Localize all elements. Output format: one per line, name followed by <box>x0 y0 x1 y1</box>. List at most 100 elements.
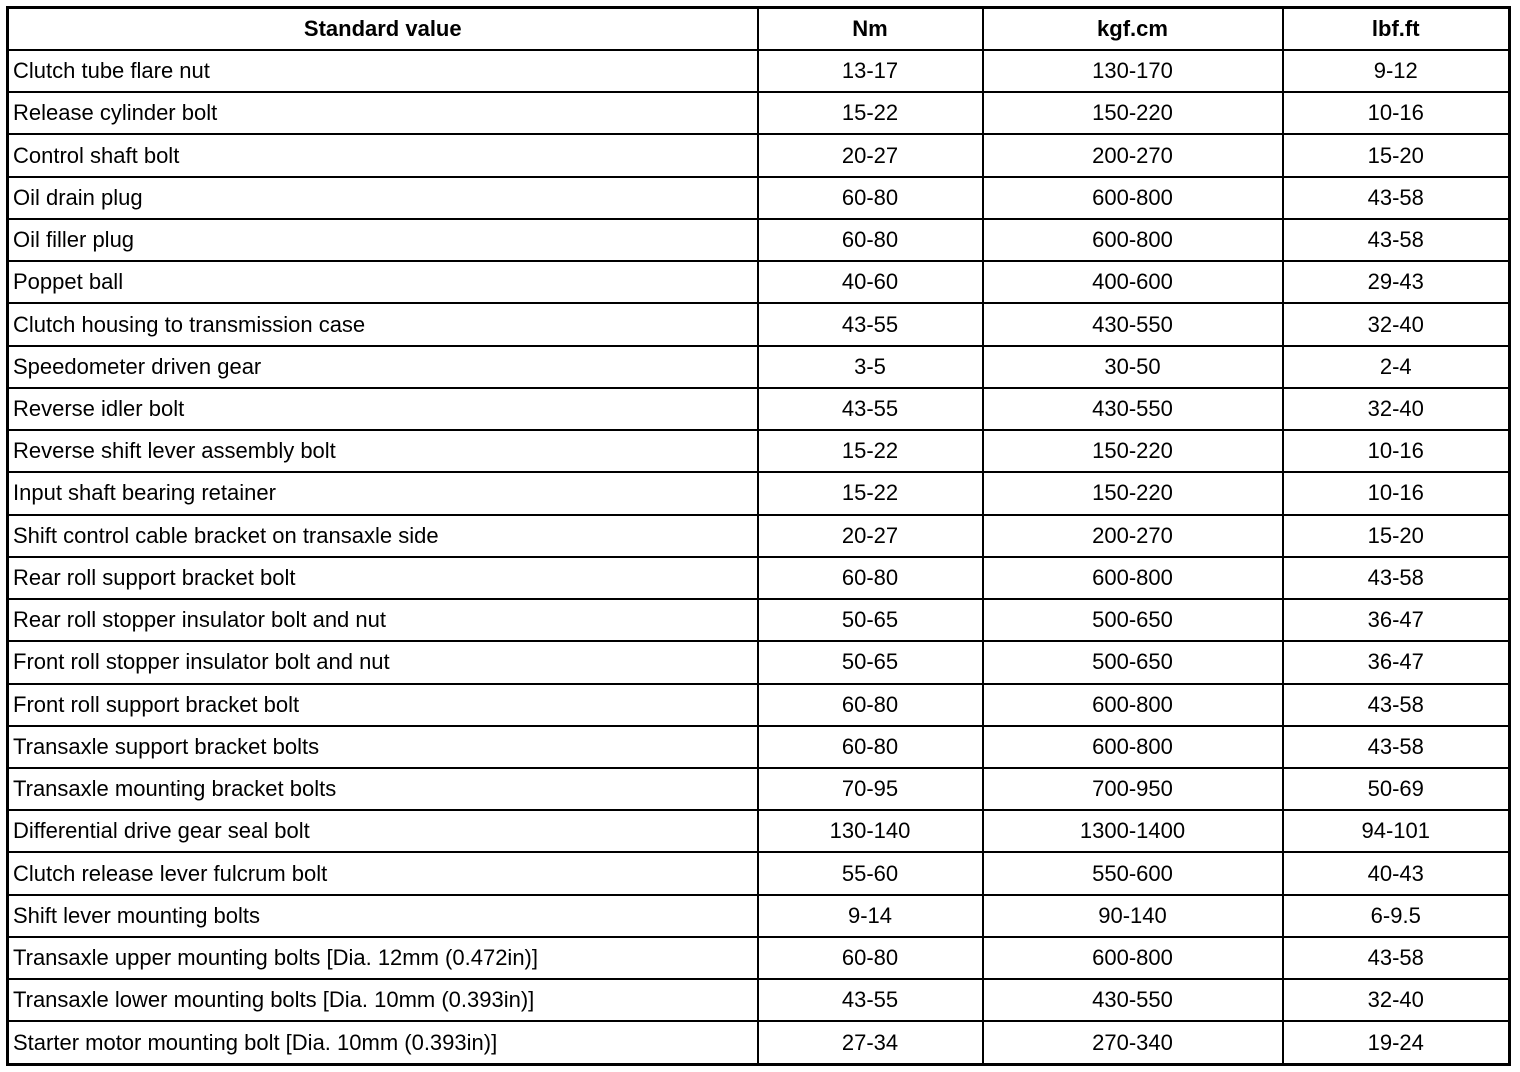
table-row: Differential drive gear seal bolt 130-140… <box>6 809 1511 854</box>
value-cell: 60-80 <box>756 175 984 220</box>
value-cell: 43-58 <box>1281 217 1511 263</box>
item-cell: Control shaft bolt <box>6 133 759 178</box>
value-cell: 150-220 <box>981 471 1284 516</box>
value-cell: 50-65 <box>756 640 984 685</box>
value-cell: 550-600 <box>981 851 1284 896</box>
table-row: Rear roll support bracket bolt 60-80 600-8… <box>6 555 1511 601</box>
item-cell: Oil drain plug <box>6 175 759 220</box>
value-cell: 10-16 <box>1281 429 1511 474</box>
table-row: Control shaft bolt 20-27 200-270 15-20 <box>6 133 1511 178</box>
value-cell: 13-17 <box>756 48 984 94</box>
value-cell: 20-27 <box>756 133 984 178</box>
table-row: Reverse shift lever assembly bolt 15-22 15… <box>6 429 1511 474</box>
item-cell: Poppet ball <box>6 260 759 305</box>
value-cell: 43-58 <box>1281 555 1511 601</box>
table-row: Transaxle mounting bracket bolts 70-95 700… <box>6 766 1511 812</box>
item-cell: Reverse shift lever assembly bolt <box>6 429 759 474</box>
item-cell: Transaxle lower mounting bolts [Dia. 10m… <box>6 978 759 1023</box>
item-cell: Rear roll support bracket bolt <box>6 555 759 601</box>
item-cell: Input shaft bearing retainer <box>6 471 759 516</box>
value-cell: 600-800 <box>981 935 1284 981</box>
value-cell: 43-55 <box>756 302 984 347</box>
table-row: Shift lever mounting bolts 9-14 90-140 6-9.… <box>6 893 1511 938</box>
value-cell: 15-22 <box>756 91 984 136</box>
value-cell: 600-800 <box>981 724 1284 769</box>
value-cell: 43-58 <box>1281 175 1511 220</box>
table-body: Clutch tube flare nut 13-17 130-170 9-12 Rel… <box>6 48 1511 1066</box>
value-cell: 94-101 <box>1281 809 1511 854</box>
value-cell: 43-55 <box>756 978 984 1023</box>
value-cell: 2-4 <box>1281 344 1511 389</box>
item-cell: Shift lever mounting bolts <box>6 893 759 938</box>
value-cell: 500-650 <box>981 598 1284 643</box>
value-cell: 9-14 <box>756 893 984 938</box>
value-cell: 10-16 <box>1281 91 1511 136</box>
value-cell: 600-800 <box>981 175 1284 220</box>
item-cell: Differential drive gear seal bolt <box>6 809 759 854</box>
value-cell: 20-27 <box>756 513 984 558</box>
value-cell: 150-220 <box>981 91 1284 136</box>
item-cell: Shift control cable bracket on transaxle… <box>6 513 759 558</box>
table-row: Clutch release lever fulcrum bolt 55-60 55… <box>6 851 1511 896</box>
value-cell: 27-34 <box>756 1020 984 1066</box>
value-cell: 36-47 <box>1281 598 1511 643</box>
table-row: Starter motor mounting bolt [Dia. 10mm (… <box>6 1020 1511 1066</box>
value-cell: 60-80 <box>756 682 984 727</box>
table-row: Rear roll stopper insulator bolt and nut… <box>6 598 1511 643</box>
item-cell: Transaxle upper mounting bolts [Dia. 12m… <box>6 935 759 981</box>
value-cell: 50-69 <box>1281 766 1511 812</box>
value-cell: 600-800 <box>981 217 1284 263</box>
value-cell: 6-9.5 <box>1281 893 1511 938</box>
value-cell: 43-58 <box>1281 935 1511 981</box>
table-row: Front roll support bracket bolt 60-80 600-… <box>6 682 1511 727</box>
value-cell: 600-800 <box>981 555 1284 601</box>
header-cell: kgf.cm <box>981 6 1284 51</box>
value-cell: 29-43 <box>1281 260 1511 305</box>
value-cell: 30-50 <box>981 344 1284 389</box>
value-cell: 43-58 <box>1281 682 1511 727</box>
table-row: Clutch tube flare nut 13-17 130-170 9-12 <box>6 48 1511 94</box>
item-cell: Oil filler plug <box>6 217 759 263</box>
item-cell: Release cylinder bolt <box>6 91 759 136</box>
value-cell: 32-40 <box>1281 386 1511 432</box>
value-cell: 400-600 <box>981 260 1284 305</box>
value-cell: 70-95 <box>756 766 984 812</box>
table-row: Transaxle support bracket bolts 60-80 600-… <box>6 724 1511 769</box>
table-row: Oil drain plug 60-80 600-800 43-58 <box>6 175 1511 220</box>
value-cell: 40-43 <box>1281 851 1511 896</box>
table-row: Shift control cable bracket on transaxle… <box>6 513 1511 558</box>
header-cell: lbf.ft <box>1281 6 1511 51</box>
header-row: Standard value Nm kgf.cm lbf.ft <box>6 6 1511 51</box>
value-cell: 10-16 <box>1281 471 1511 516</box>
value-cell: 130-170 <box>981 48 1284 94</box>
value-cell: 200-270 <box>981 513 1284 558</box>
value-cell: 15-20 <box>1281 133 1511 178</box>
value-cell: 130-140 <box>756 809 984 854</box>
table-row: Poppet ball 40-60 400-600 29-43 <box>6 260 1511 305</box>
item-cell: Clutch housing to transmission case <box>6 302 759 347</box>
item-cell: Clutch release lever fulcrum bolt <box>6 851 759 896</box>
table-row: Oil filler plug 60-80 600-800 43-58 <box>6 217 1511 263</box>
value-cell: 15-22 <box>756 429 984 474</box>
value-cell: 430-550 <box>981 302 1284 347</box>
value-cell: 32-40 <box>1281 978 1511 1023</box>
value-cell: 60-80 <box>756 724 984 769</box>
item-cell: Front roll support bracket bolt <box>6 682 759 727</box>
header-cell: Standard value <box>6 6 759 51</box>
torque-table: Standard value Nm kgf.cm lbf.ft Clutch tube… <box>6 6 1511 1066</box>
item-cell: Starter motor mounting bolt [Dia. 10mm (… <box>6 1020 759 1066</box>
value-cell: 90-140 <box>981 893 1284 938</box>
value-cell: 43-55 <box>756 386 984 432</box>
value-cell: 3-5 <box>756 344 984 389</box>
header-cell: Nm <box>756 6 984 51</box>
table-row: Clutch housing to transmission case 43-55… <box>6 302 1511 347</box>
value-cell: 500-650 <box>981 640 1284 685</box>
value-cell: 43-58 <box>1281 724 1511 769</box>
value-cell: 19-24 <box>1281 1020 1511 1066</box>
table-row: Transaxle upper mounting bolts [Dia. 12m… <box>6 935 1511 981</box>
table-row: Release cylinder bolt 15-22 150-220 10-16 <box>6 91 1511 136</box>
value-cell: 200-270 <box>981 133 1284 178</box>
value-cell: 50-65 <box>756 598 984 643</box>
value-cell: 1300-1400 <box>981 809 1284 854</box>
